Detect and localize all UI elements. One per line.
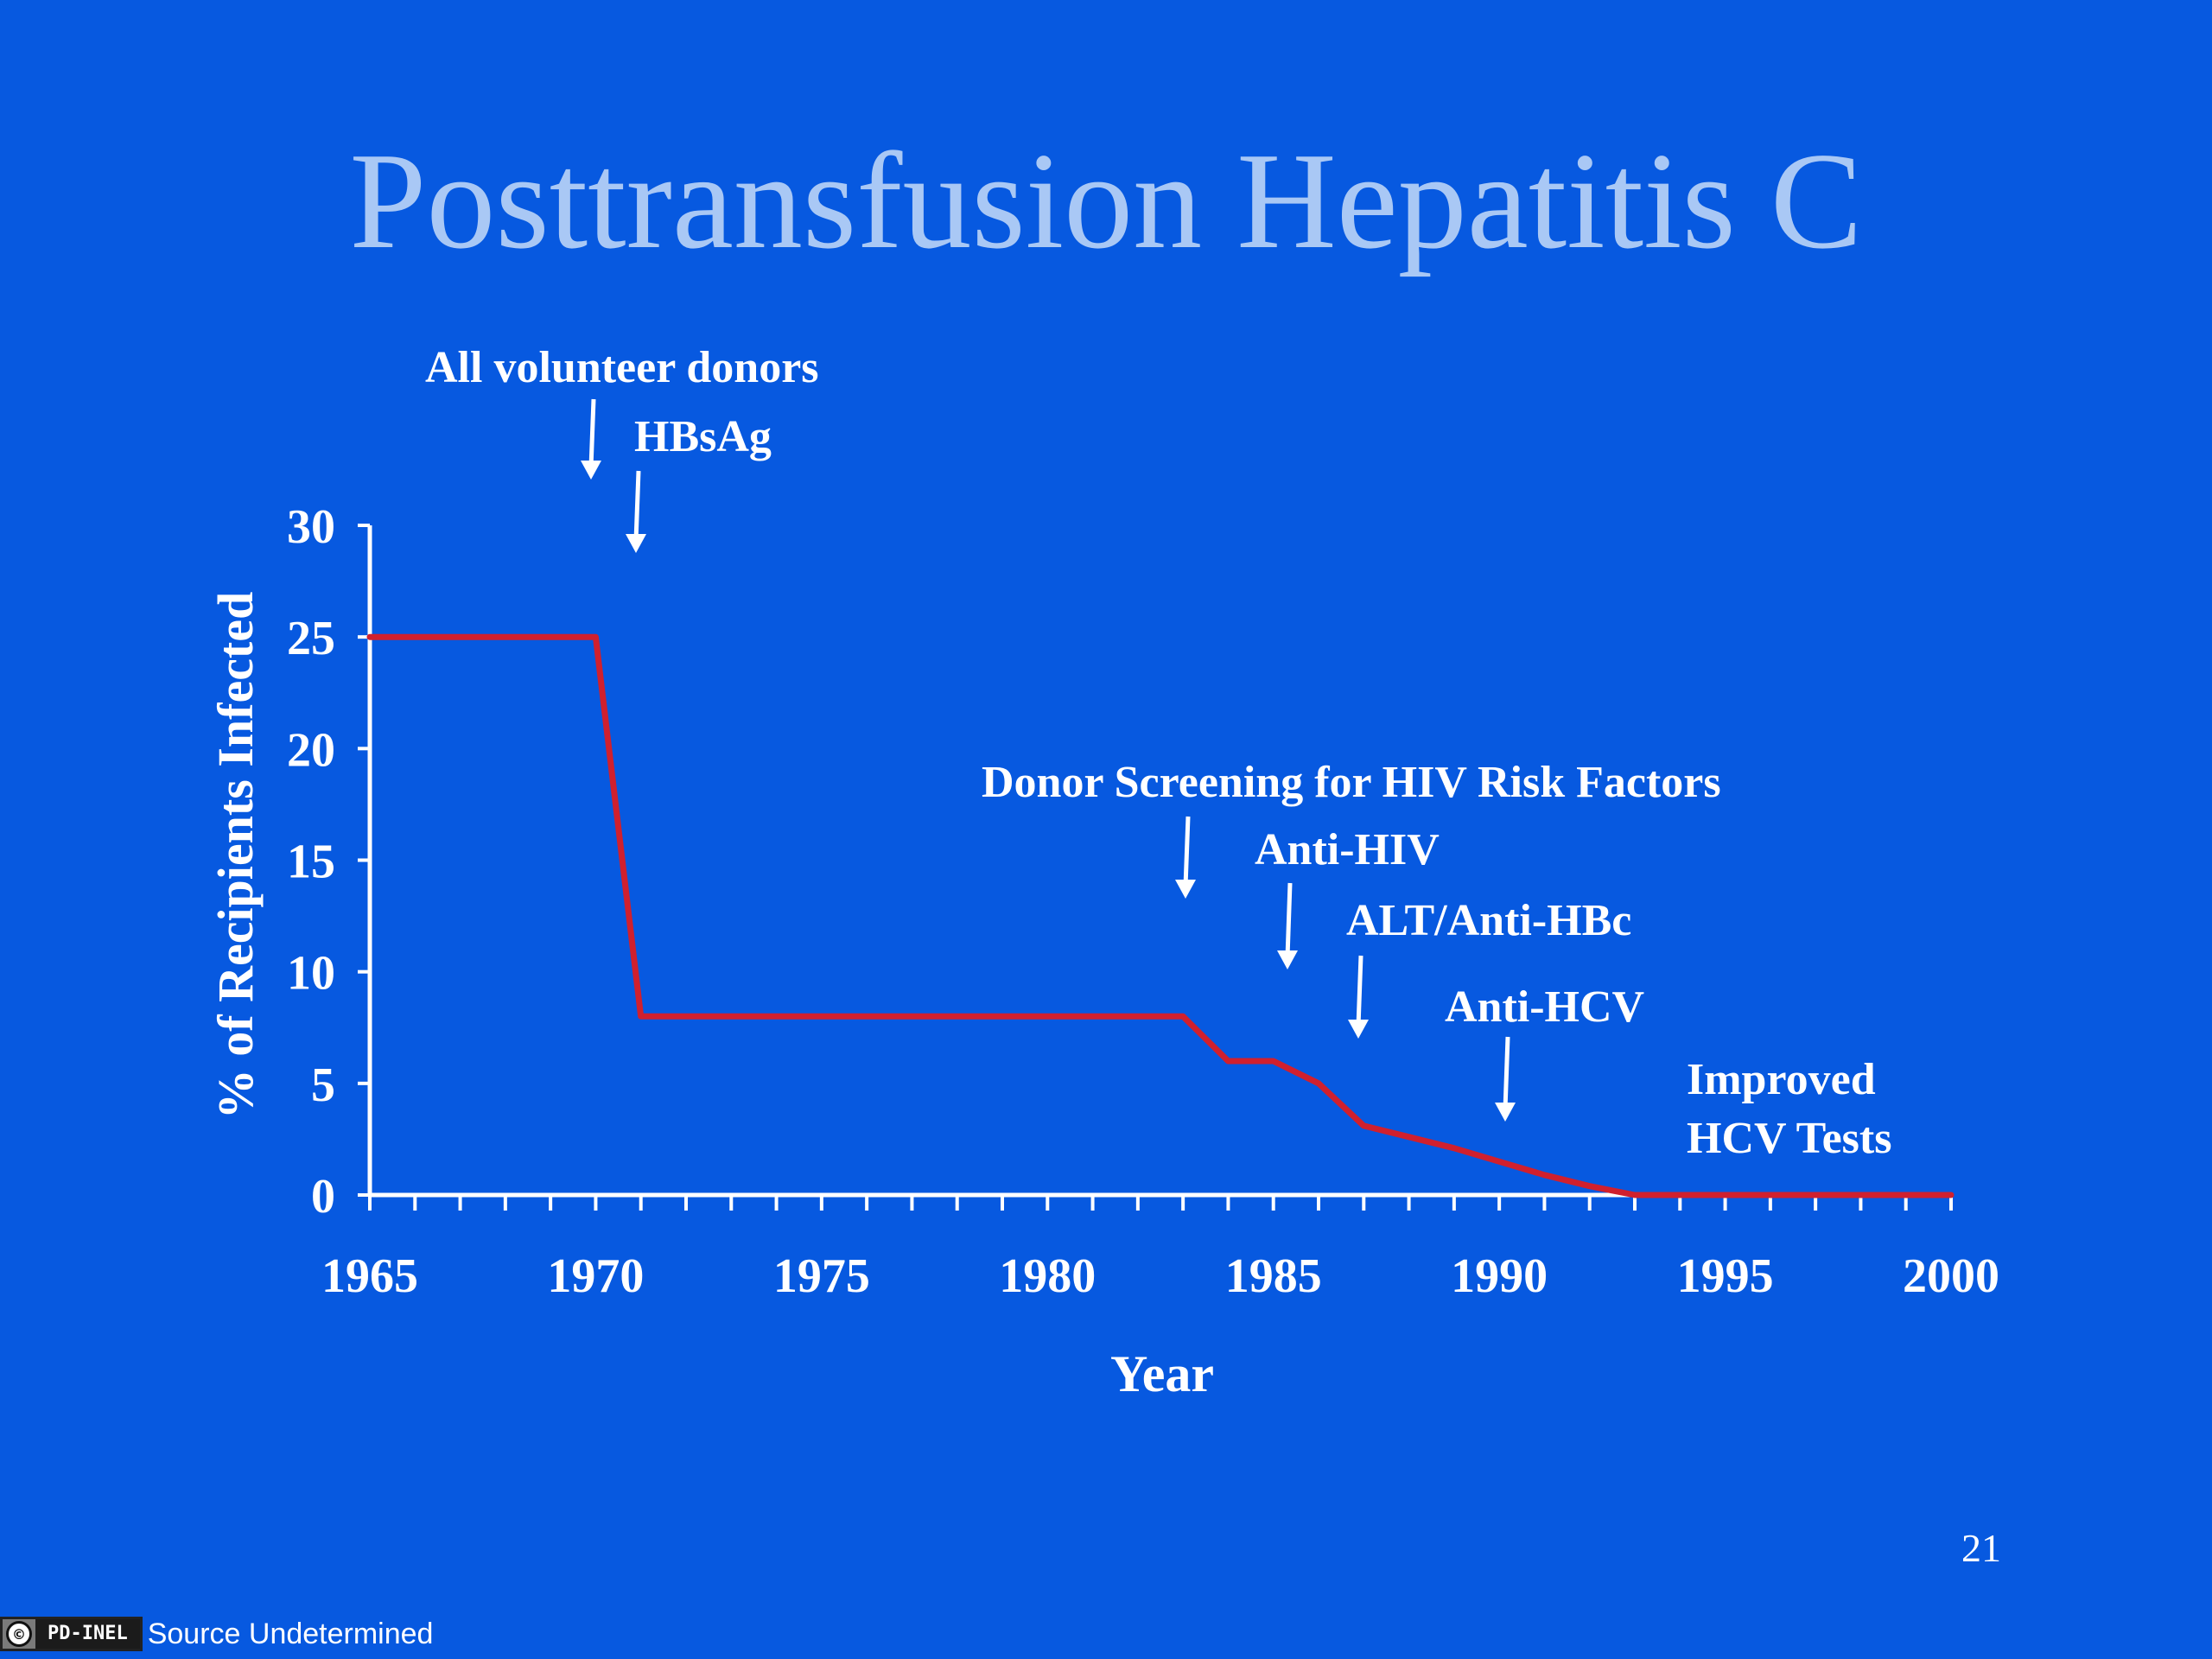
x-tick-label: 1970 [547,1249,644,1303]
x-tick-label: 1980 [999,1249,1096,1303]
series-line [366,633,1955,1198]
annotation-label: Improved HCV Tests [1687,1055,1891,1163]
arrow-down-icon [581,398,601,480]
arrow-shaft [633,470,641,542]
arrow-head [1495,1103,1516,1122]
chart-series [366,633,1955,1198]
x-tick-label: 1975 [773,1249,870,1303]
y-tick-label: 15 [287,836,335,889]
arrow-head [626,534,646,553]
y-tick-label: 20 [287,723,335,777]
arrow-down-icon [1348,955,1369,1039]
annotation-label: Donor Screening for HIV Risk Factors [982,758,1721,807]
chart-labels: 1965 1970 1975 1980 1985 1990 1995 2000 0 5 10 15 20… [207,500,1999,1402]
arrow-down-icon [626,470,646,553]
x-tick-label: 1985 [1225,1249,1322,1303]
arrow-shaft [1183,816,1191,887]
arrow-shaft [1285,882,1293,958]
y-tick-label: 30 [287,500,335,554]
arrow-head [1277,950,1298,969]
slide-number: 21 [1961,1526,2001,1570]
x-tick-label: 1995 [1677,1249,1774,1303]
x-tick-label: 1990 [1451,1249,1548,1303]
arrow-down-icon [1277,882,1298,969]
chart-axes [358,524,1953,1211]
y-tick-label: 0 [311,1170,335,1224]
arrow-head [1348,1020,1369,1039]
arrow-down-icon [1495,1036,1516,1122]
arrow-down-icon [1175,816,1196,899]
arrow-head [581,461,601,480]
arrow-head [1175,880,1196,899]
annotation-label: ALT/Anti-HBc [1346,896,1631,945]
y-tick-label: 10 [287,947,335,1001]
license-bar: © PD-INEL Source Undetermined [0,1614,433,1654]
arrow-shaft [1503,1036,1510,1110]
public-domain-icon: © [6,1621,32,1647]
license-badge[interactable]: © PD-INEL [0,1617,143,1651]
x-axis-label: Year [1110,1345,1214,1402]
slide-title: Posttransfusion Hepatitis C [349,124,1863,277]
arrow-shaft [1356,955,1363,1027]
arrow-shaft [588,398,596,468]
annotation-label: HBsAg [634,412,772,461]
license-code: PD-INEL [35,1619,140,1649]
y-tick-label: 5 [311,1058,335,1112]
annotation-label: Anti-HCV [1445,982,1644,1032]
annotation-label: Anti-HIV [1255,825,1440,874]
y-tick-label: 25 [287,612,335,665]
x-tick-label: 1965 [321,1249,418,1303]
annotation-label: All volunteer donors [425,343,819,392]
x-tick-label: 2000 [1903,1249,1999,1303]
chart-annotations: All volunteer donors HBsAg Donor Screening… [425,343,1891,1163]
y-axis-label: % of Recipients Infected [207,592,264,1120]
license-source: Source Undetermined [147,1617,434,1650]
